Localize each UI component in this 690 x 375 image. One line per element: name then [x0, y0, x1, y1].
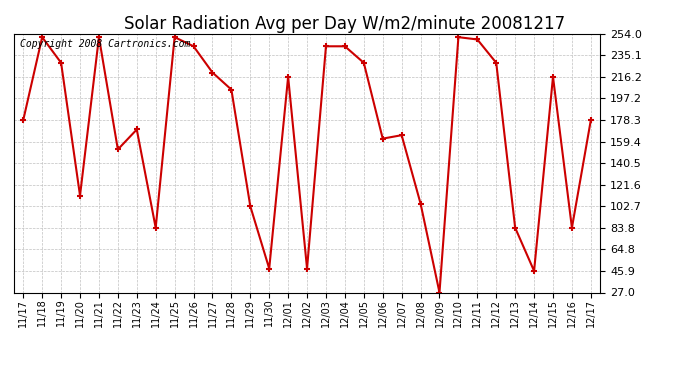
Text: Solar Radiation Avg per Day W/m2/minute 20081217: Solar Radiation Avg per Day W/m2/minute … [124, 15, 566, 33]
Text: Copyright 2008 Cartronics.com: Copyright 2008 Cartronics.com [19, 39, 190, 49]
